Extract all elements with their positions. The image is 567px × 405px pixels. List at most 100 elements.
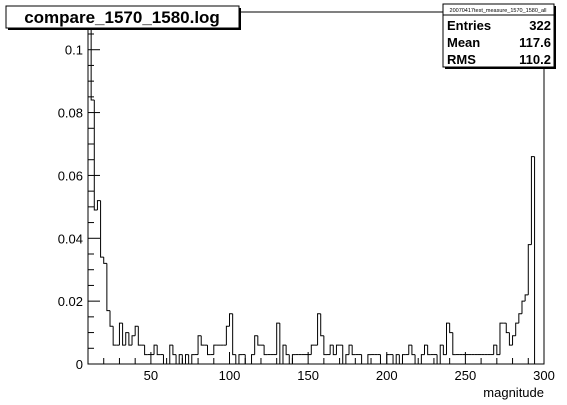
x-tick-label: 250 bbox=[455, 368, 477, 383]
histogram-bin bbox=[162, 354, 167, 365]
histogram-bin bbox=[112, 326, 117, 346]
histogram-bin bbox=[128, 332, 133, 346]
x-axis: 50 100 150 200 250 300 bbox=[87, 352, 555, 383]
histogram-bin bbox=[178, 354, 183, 364]
histogram-bin bbox=[310, 344, 315, 355]
histogram-bin bbox=[96, 200, 101, 210]
stats-mean-label: Mean bbox=[447, 35, 480, 50]
histogram-bin bbox=[257, 335, 261, 346]
histogram-bin bbox=[229, 313, 233, 327]
histogram-bin bbox=[524, 294, 529, 302]
histogram-bin bbox=[367, 354, 372, 364]
histogram-bin bbox=[109, 310, 114, 327]
histogram-bin bbox=[225, 325, 230, 346]
x-tick-label: 150 bbox=[297, 368, 319, 383]
histogram-bin bbox=[238, 354, 243, 364]
stats-entries-label: Entries bbox=[447, 18, 491, 33]
histogram-bin bbox=[361, 354, 365, 365]
histogram-bin bbox=[392, 354, 397, 365]
histogram-bin bbox=[518, 313, 522, 324]
histogram-bin bbox=[320, 313, 324, 337]
stats-box: 20070417test_measure_1570_1580_all Entri… bbox=[442, 3, 556, 69]
histogram-bin bbox=[342, 345, 346, 365]
y-tick-label: 0.06 bbox=[58, 168, 83, 183]
histogram-bin bbox=[345, 354, 350, 364]
histogram-bin bbox=[144, 345, 148, 356]
histogram-bin bbox=[282, 344, 287, 364]
histogram-bin bbox=[351, 345, 356, 356]
histogram-bin bbox=[395, 354, 400, 364]
histogram-bin bbox=[100, 200, 104, 258]
histogram-bin bbox=[263, 345, 268, 356]
histogram-bin bbox=[496, 345, 500, 356]
x-axis-title: magnitude bbox=[483, 385, 544, 400]
histogram-bin bbox=[379, 354, 384, 365]
y-tick-label: 0.1 bbox=[65, 43, 83, 58]
stats-histogram-name: 20070417test_measure_1570_1580_all bbox=[450, 8, 547, 14]
histogram-bin bbox=[505, 323, 510, 334]
histogram-bin bbox=[515, 322, 519, 336]
histogram-bin bbox=[493, 344, 497, 355]
x-tick-label: 300 bbox=[533, 368, 555, 383]
histogram-bin bbox=[103, 257, 107, 264]
histogram-bin bbox=[436, 354, 441, 365]
histogram-bin bbox=[188, 354, 192, 365]
histogram-bin bbox=[423, 344, 428, 355]
histogram-bin bbox=[427, 345, 431, 356]
stats-entries-value: 322 bbox=[529, 18, 551, 33]
histogram-bin bbox=[439, 344, 444, 364]
histogram-bin bbox=[197, 335, 202, 355]
histogram-bin bbox=[175, 354, 180, 365]
histogram-bin bbox=[530, 156, 535, 245]
histogram-bin bbox=[276, 322, 280, 355]
histogram-bin bbox=[134, 325, 139, 336]
histogram-bin bbox=[279, 323, 283, 365]
histogram-bin bbox=[288, 354, 293, 365]
histogram-bin bbox=[184, 354, 189, 364]
x-tick-label: 200 bbox=[376, 368, 398, 383]
title-box-frame bbox=[5, 5, 240, 29]
y-tick-label: 0 bbox=[76, 357, 83, 372]
y-tick-label: 0.08 bbox=[58, 106, 83, 121]
histogram-bin bbox=[512, 335, 516, 346]
histogram-bin bbox=[414, 354, 419, 365]
histogram-bin bbox=[323, 335, 328, 356]
histogram-bin bbox=[521, 300, 526, 314]
histogram-bin bbox=[420, 354, 425, 364]
histogram-bin bbox=[106, 263, 111, 312]
histogram-bin bbox=[411, 345, 416, 356]
stats-rms-value: 110.2 bbox=[519, 52, 551, 67]
histogram-bin bbox=[332, 345, 337, 356]
histogram-bin bbox=[122, 323, 126, 346]
histogram-bin bbox=[446, 322, 450, 355]
histogram-bin bbox=[508, 332, 513, 346]
histogram-bin bbox=[131, 335, 136, 346]
histogram-bin bbox=[317, 313, 321, 346]
histogram-bin bbox=[235, 354, 239, 365]
stats-rms-label: RMS bbox=[447, 52, 476, 67]
title-box: compare_1570_1580.log bbox=[5, 5, 241, 30]
x-tick-label: 100 bbox=[219, 368, 241, 383]
histogram-bin bbox=[90, 12, 95, 101]
histogram-bin bbox=[213, 344, 217, 355]
histogram-bin bbox=[442, 345, 447, 356]
histogram-bin bbox=[449, 323, 453, 334]
histogram-bin bbox=[172, 345, 177, 356]
histogram-bin bbox=[408, 344, 412, 355]
histogram-bin bbox=[137, 326, 142, 346]
histogram-bin bbox=[348, 344, 353, 355]
y-tick-label: 0.04 bbox=[58, 231, 83, 246]
histogram-bin bbox=[452, 332, 456, 356]
chart-title: compare_1570_1580.log bbox=[24, 8, 220, 27]
histogram-bin bbox=[93, 100, 98, 211]
histogram-bin bbox=[207, 345, 211, 356]
histogram-bin bbox=[251, 354, 255, 364]
histogram-bin bbox=[125, 332, 129, 346]
x-tick-label: 50 bbox=[144, 368, 158, 383]
histogram-bin bbox=[499, 322, 504, 355]
histogram-bin bbox=[169, 344, 173, 364]
histogram-bin bbox=[398, 354, 403, 365]
histogram-bin bbox=[153, 344, 158, 355]
histogram-bin bbox=[191, 354, 195, 364]
